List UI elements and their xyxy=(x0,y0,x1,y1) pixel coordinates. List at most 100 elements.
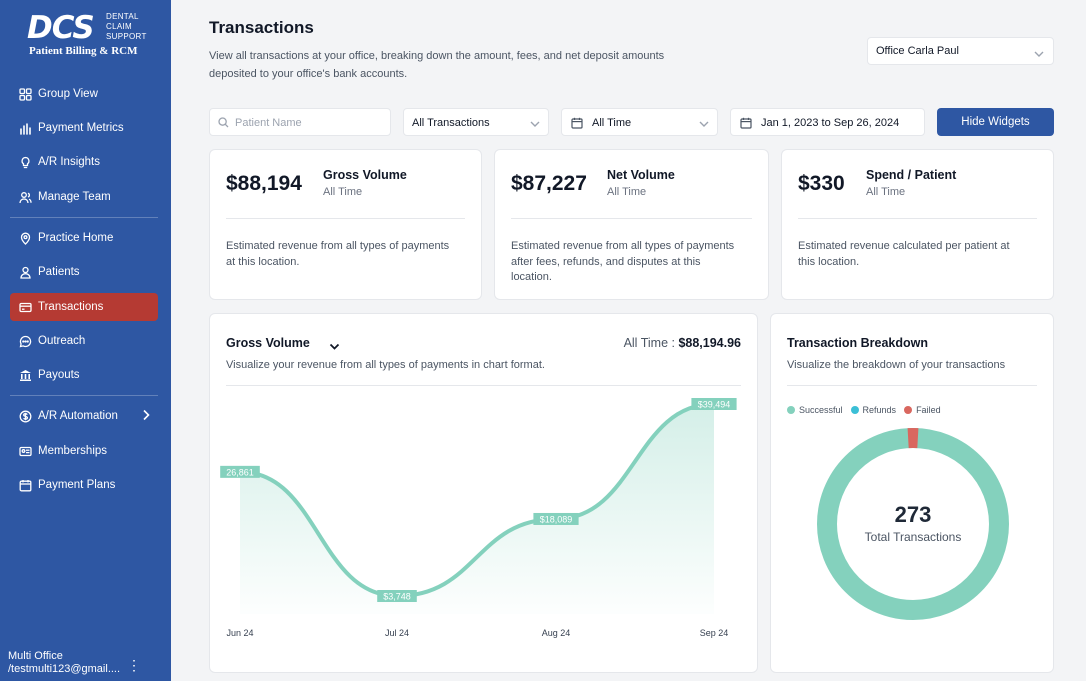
total-transactions-count: 273 xyxy=(894,502,932,527)
sidebar-item-payment-metrics[interactable]: Payment Metrics xyxy=(10,114,158,142)
transaction-type-value: All Transactions xyxy=(412,117,490,129)
team-icon xyxy=(19,191,32,204)
sidebar-item-label: Patients xyxy=(38,266,80,278)
legend-item-successful[interactable]: Successful xyxy=(787,405,843,415)
hide-widgets-button[interactable]: Hide Widgets xyxy=(937,108,1054,136)
sidebar-item-label: Outreach xyxy=(38,335,86,347)
chevron-down-icon xyxy=(699,118,709,130)
data-label: $3,748 xyxy=(377,590,417,602)
sidebar-item-label: Memberships xyxy=(38,445,108,457)
sidebar-item-manage-team[interactable]: Manage Team xyxy=(10,183,158,211)
data-label: $39,494 xyxy=(691,398,737,410)
office-select-value: Office Carla Paul xyxy=(876,45,959,57)
legend-item-refunds[interactable]: Refunds xyxy=(850,405,896,415)
total-transactions-label: Total Transactions xyxy=(864,530,962,544)
card-divider xyxy=(511,218,752,219)
search-icon xyxy=(218,117,229,131)
breakdown-legend: Successful Refunds Failed xyxy=(787,405,941,415)
stat-period: All Time xyxy=(323,186,363,198)
user-icon xyxy=(19,266,32,279)
transaction-type-select[interactable]: All Transactions xyxy=(403,108,549,136)
spend-per-patient-card: $330 Spend / Patient All Time Estimated … xyxy=(781,149,1054,300)
sidebar-item-payment-plans[interactable]: Payment Plans xyxy=(10,471,158,499)
sidebar-item-label: Practice Home xyxy=(38,232,114,244)
card-divider xyxy=(798,218,1037,219)
calendar-icon xyxy=(571,117,583,132)
sidebar-item-label: A/R Automation xyxy=(38,410,118,422)
office-select[interactable]: Office Carla Paul xyxy=(867,37,1054,65)
stat-description: Estimated revenue calculated per patient… xyxy=(798,240,1010,268)
brand-logo[interactable]: DCS DENTAL CLAIM SUPPORT Patient Billing… xyxy=(0,8,171,60)
chart-series-line xyxy=(238,402,716,599)
membership-card-icon xyxy=(19,445,32,458)
search-placeholder: Patient Name xyxy=(235,117,302,129)
sidebar-item-transactions[interactable]: Transactions xyxy=(10,293,158,321)
sidebar-item-practice-home[interactable]: Practice Home xyxy=(10,224,158,252)
breakdown-description: Visualize the breakdown of your transact… xyxy=(787,359,1006,371)
sidebar-item-memberships[interactable]: Memberships xyxy=(10,437,158,465)
svg-text:$39,494: $39,494 xyxy=(698,400,731,410)
sidebar-item-label: Payouts xyxy=(38,369,80,381)
page-title: Transactions xyxy=(209,18,314,37)
location-pin-icon xyxy=(19,232,32,245)
bank-icon xyxy=(19,369,32,382)
sidebar-item-patients[interactable]: Patients xyxy=(10,258,158,286)
transaction-donut-chart xyxy=(817,428,1009,620)
chart-total: All Time : $88,194.96 xyxy=(623,336,741,350)
patient-search-input[interactable]: Patient Name xyxy=(209,108,391,136)
stat-name: Spend / Patient xyxy=(866,168,957,182)
sidebar-divider xyxy=(10,395,158,396)
card-icon xyxy=(19,301,32,314)
x-tick-label: Sep 24 xyxy=(700,628,729,638)
legend-item-failed[interactable]: Failed xyxy=(904,405,941,415)
chart-title[interactable]: Gross Volume xyxy=(226,336,310,350)
calendar-icon xyxy=(740,117,752,132)
data-label: $18,089 xyxy=(533,512,579,525)
stat-value: $87,227 xyxy=(511,172,587,195)
date-range-picker[interactable]: Jan 1, 2023 to Sep 26, 2024 xyxy=(730,108,925,136)
stat-name: Net Volume xyxy=(607,168,675,182)
sidebar-item-payouts[interactable]: Payouts xyxy=(10,361,158,389)
period-value: All Time xyxy=(592,117,632,129)
chevron-down-icon[interactable] xyxy=(329,337,340,355)
chat-icon xyxy=(19,335,32,348)
card-divider xyxy=(226,218,465,219)
sidebar-item-group-view[interactable]: Group View xyxy=(10,80,158,108)
chart-description: Visualize your revenue from all types of… xyxy=(226,359,545,371)
svg-text:$18,089: $18,089 xyxy=(540,514,573,524)
sidebar-item-label: Group View xyxy=(38,88,98,100)
sidebar-item-outreach[interactable]: Outreach xyxy=(10,327,158,355)
sidebar-item-label: Payment Plans xyxy=(38,479,116,491)
user-email: /testmulti123@gmail.... xyxy=(8,663,121,675)
svg-text:26,861: 26,861 xyxy=(226,467,254,477)
period-select[interactable]: All Time xyxy=(561,108,718,136)
logo-mark: DCS xyxy=(27,10,95,46)
chevron-down-icon xyxy=(1034,48,1044,60)
gross-volume-card: $88,194 Gross Volume All Time Estimated … xyxy=(209,149,482,300)
user-account[interactable]: Multi Office /testmulti123@gmail.... xyxy=(8,650,120,676)
data-label: 26,861 xyxy=(220,465,260,478)
calendar-icon xyxy=(19,479,32,492)
card-divider xyxy=(226,385,741,386)
chevron-right-icon xyxy=(142,409,150,424)
sidebar: DCS DENTAL CLAIM SUPPORT Patient Billing… xyxy=(0,0,171,681)
stat-description: Estimated revenue from all types of paym… xyxy=(226,240,450,268)
sidebar-item-label: Transactions xyxy=(38,301,104,313)
sidebar-item-ar-insights[interactable]: A/R Insights xyxy=(10,148,158,176)
sidebar-item-label: Manage Team xyxy=(38,191,111,203)
sidebar-item-label: A/R Insights xyxy=(38,156,100,168)
stat-description: Estimated revenue from all types of paym… xyxy=(511,240,735,283)
sidebar-item-ar-automation[interactable]: A/R Automation xyxy=(10,402,158,430)
user-name: Multi Office xyxy=(8,650,63,662)
x-tick-label: Jun 24 xyxy=(226,628,253,638)
sidebar-item-label: Payment Metrics xyxy=(38,122,124,134)
stat-value: $88,194 xyxy=(226,172,302,195)
gross-volume-chart-card: Gross Volume All Time : $88,194.96 Visua… xyxy=(209,313,758,673)
stat-period: All Time xyxy=(607,186,647,198)
stat-name: Gross Volume xyxy=(323,168,407,182)
breakdown-title: Transaction Breakdown xyxy=(787,336,929,350)
logo-subtitle: Patient Billing & RCM xyxy=(29,45,138,57)
x-tick-label: Jul 24 xyxy=(385,628,409,638)
net-volume-card: $87,227 Net Volume All Time Estimated re… xyxy=(494,149,769,300)
more-options-icon[interactable]: ⋮ xyxy=(127,657,141,673)
